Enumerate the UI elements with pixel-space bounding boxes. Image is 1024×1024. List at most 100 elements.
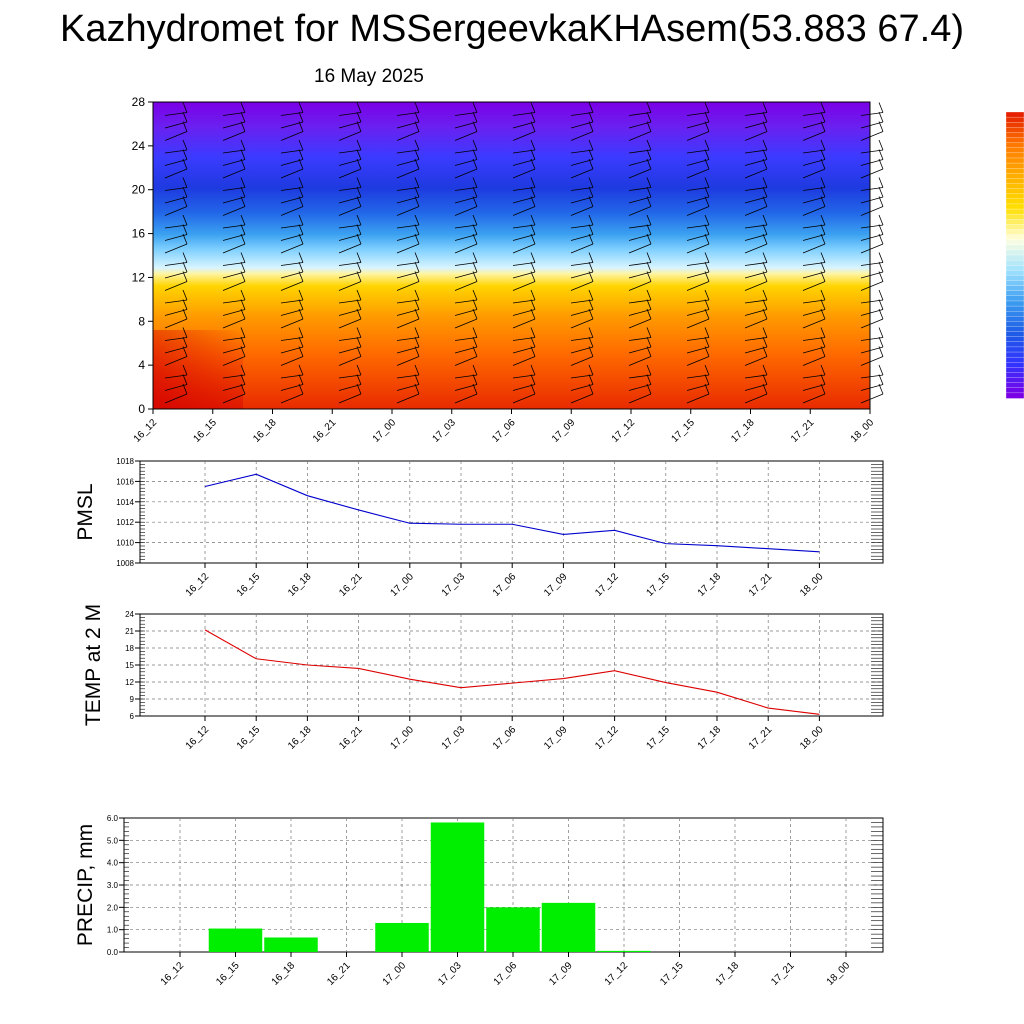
wind-barb	[338, 149, 362, 166]
precip-bar	[208, 928, 263, 952]
x-tick-label: 17_12	[610, 417, 638, 445]
wind-barb	[570, 299, 594, 316]
wind-barb	[338, 327, 362, 341]
wind-barb	[570, 224, 594, 241]
wind-barb	[802, 224, 826, 241]
wind-barb	[454, 261, 478, 279]
wind-barb	[802, 214, 826, 229]
wind-barb	[802, 102, 826, 116]
x-tick-label: 17_12	[593, 724, 621, 752]
wind-barb	[222, 186, 246, 204]
wind-barb	[744, 149, 768, 166]
wind-barb	[338, 186, 362, 204]
wind-barb	[164, 149, 188, 166]
colorbar-cell	[1005, 213, 1024, 220]
colorbar-cell	[1005, 270, 1024, 277]
wind-barb	[802, 111, 826, 129]
y-tick-label: 20	[132, 183, 146, 197]
wind-barb	[744, 111, 768, 129]
wind-barb	[280, 327, 304, 341]
x-tick-label: 16_12	[184, 571, 212, 599]
wind-barb	[338, 102, 362, 116]
wind-barb	[164, 261, 188, 279]
x-tick-label: 17_12	[593, 571, 621, 599]
wind-barb	[222, 177, 246, 191]
wind-barb	[570, 252, 594, 266]
wind-barb	[454, 252, 478, 266]
wind-barb	[164, 214, 188, 229]
wind-barb	[802, 299, 826, 316]
x-tick-label: 17_18	[729, 417, 757, 445]
wind-barb	[338, 261, 362, 279]
colorbar-cell	[1005, 239, 1024, 246]
colorbar-cell	[1005, 147, 1024, 154]
x-tick-label: 16_15	[191, 417, 219, 445]
y-tick-label: 6	[130, 712, 135, 721]
colorbar-cell	[1005, 362, 1024, 369]
wind-barb	[802, 364, 826, 379]
y-tick-label: 16	[132, 227, 146, 241]
colorbar-cell	[1005, 316, 1024, 323]
wind-barb	[744, 177, 768, 191]
colorbar-cell	[1005, 336, 1024, 343]
wind-barb	[338, 289, 362, 304]
x-tick-label: 17_18	[696, 571, 724, 599]
cross-section-panel: 0 4 8 12 16 20 24 28 16_12 16_15 16_18 16_21 17_00 1…	[132, 95, 884, 445]
colorbar-cell	[1005, 392, 1024, 399]
wind-barbs	[164, 102, 884, 404]
wind-barb	[570, 149, 594, 166]
x-tick-label: 17_06	[490, 417, 518, 445]
wind-barb	[686, 186, 710, 204]
wind-barb	[860, 336, 884, 354]
wind-barb	[512, 261, 536, 279]
wind-barb	[164, 299, 188, 316]
y-tick-label: 5.0	[107, 836, 119, 845]
wind-barb	[164, 374, 188, 391]
colorbar-cell	[1005, 280, 1024, 287]
wind-barb	[802, 289, 826, 304]
cross-section-warm-core	[153, 330, 243, 409]
colorbar-cell	[1005, 372, 1024, 379]
x-tick-label: 16_21	[337, 724, 365, 752]
wind-barb	[512, 374, 536, 391]
wind-barb	[628, 214, 652, 229]
wind-barb	[628, 364, 652, 379]
wind-barb	[222, 139, 246, 154]
x-tick-label: 17_06	[491, 724, 519, 752]
wind-barb	[860, 186, 884, 204]
y-tick-label: 1014	[116, 498, 134, 507]
wind-barb	[454, 177, 478, 191]
wind-barb	[280, 289, 304, 304]
wind-barb	[280, 261, 304, 279]
colorbar-cell	[1005, 152, 1024, 159]
colorbar-cell	[1005, 356, 1024, 363]
wind-barb	[280, 252, 304, 266]
colorbar-cell	[1005, 351, 1024, 358]
wind-barb	[512, 102, 536, 116]
y-tick-label: 1012	[116, 518, 134, 527]
wind-barb	[164, 289, 188, 304]
wind-barb	[512, 336, 536, 354]
wind-barb	[860, 289, 884, 304]
y-tick-label: 0.0	[107, 948, 119, 957]
colorbar-cell	[1005, 132, 1024, 139]
colorbar-cell	[1005, 198, 1024, 205]
precip-panel: 0.0 1.0 2.0 3.0 4.0 5.0 6.0 16_12 16_15 16_18 16_2…	[74, 814, 884, 988]
colorbar-cell	[1005, 290, 1024, 297]
wind-barb	[628, 374, 652, 391]
wind-barb	[338, 336, 362, 354]
wind-barb	[860, 299, 884, 316]
wind-barb	[164, 186, 188, 204]
wind-barb	[628, 186, 652, 204]
y-tick-label: 1018	[116, 457, 134, 466]
colorbar-cell	[1005, 331, 1024, 338]
wind-barb	[454, 299, 478, 316]
y-tick-label: 12	[132, 270, 146, 284]
wind-barb	[512, 111, 536, 129]
wind-barb	[860, 261, 884, 279]
wind-barb	[164, 177, 188, 191]
wind-barb	[686, 139, 710, 154]
colorbar-cell	[1005, 326, 1024, 333]
colorbar-cell	[1005, 300, 1024, 307]
